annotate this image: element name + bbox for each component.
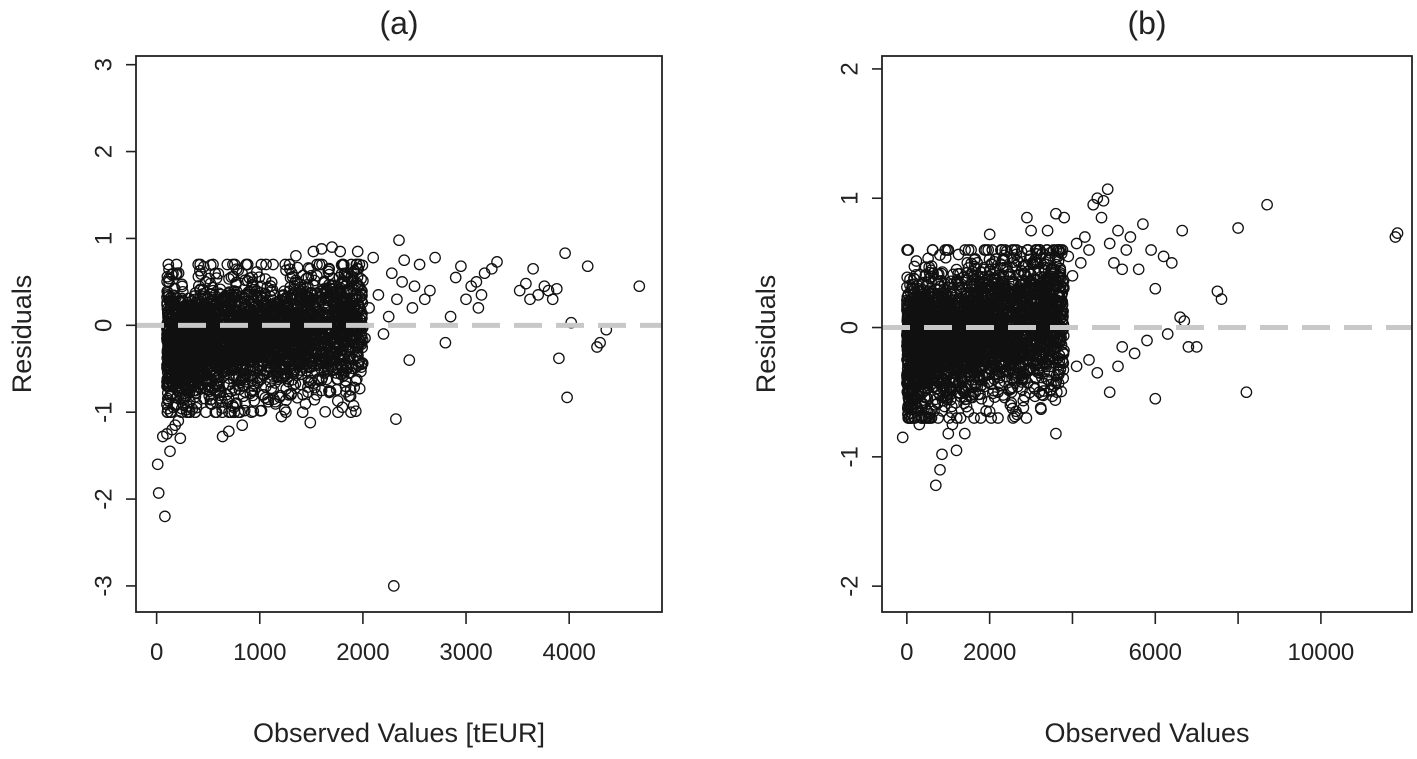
data-point — [154, 488, 164, 498]
y-tick-label: 2 — [91, 145, 118, 158]
data-point — [521, 278, 531, 288]
y-tick-label: 3 — [91, 58, 118, 71]
y-tick-label: 0 — [837, 321, 864, 334]
data-point — [515, 285, 525, 295]
data-point — [562, 392, 572, 402]
panel-a: (a) Residuals Observed Values [tEUR] -3 -2 -1… — [7, 5, 662, 748]
data-point — [1021, 413, 1031, 423]
points — [153, 235, 645, 591]
data-point — [407, 303, 417, 313]
data-point — [378, 329, 388, 339]
data-point — [160, 511, 170, 521]
data-point — [237, 420, 247, 430]
data-point — [456, 261, 466, 271]
data-point — [391, 414, 401, 424]
data-point — [394, 235, 404, 245]
x-tick-label: 4000 — [542, 639, 595, 666]
data-point — [175, 433, 185, 443]
y-tick-label: -3 — [91, 575, 118, 596]
data-point — [389, 581, 399, 591]
data-point — [291, 251, 301, 261]
data-point — [399, 255, 409, 265]
data-point — [430, 252, 440, 262]
x-tick-label: 6000 — [1129, 639, 1182, 666]
y-tick-label: -1 — [837, 446, 864, 467]
x-tick-label: 2000 — [963, 639, 1016, 666]
chart-title: (a) — [379, 5, 418, 41]
data-point — [305, 417, 315, 427]
data-point — [476, 290, 486, 300]
data-point — [353, 246, 363, 256]
y-tick-label: 0 — [91, 319, 118, 332]
data-point — [414, 259, 424, 269]
x-tick-label: 10000 — [1288, 639, 1355, 666]
y-tick-label: 1 — [91, 232, 118, 245]
x-tick-label: 0 — [900, 639, 913, 666]
data-point — [473, 303, 483, 313]
panel-b: (b) Residuals Observed Values -2 -1 0 1 2 0 2000 6… — [751, 5, 1412, 748]
x-tick-label: 0 — [150, 639, 163, 666]
data-point — [368, 252, 378, 262]
y-tick-label: -2 — [837, 575, 864, 596]
data-point — [927, 245, 937, 255]
data-point — [397, 277, 407, 287]
x-axis-label: Observed Values — [1044, 718, 1249, 748]
data-point — [560, 248, 570, 258]
data-point — [451, 272, 461, 282]
data-point — [492, 257, 502, 267]
data-point — [327, 242, 337, 252]
y-axis-label: Residuals — [751, 275, 781, 394]
data-point — [445, 311, 455, 321]
data-point — [554, 353, 564, 363]
data-point — [583, 261, 593, 271]
y-tick-label: 1 — [837, 192, 864, 205]
x-tick-label: 2000 — [336, 639, 389, 666]
data-point — [153, 459, 163, 469]
data-point — [373, 290, 383, 300]
x-tick-label: 1000 — [233, 639, 286, 666]
chart-title: (b) — [1127, 5, 1166, 41]
data-point — [404, 355, 414, 365]
data-point — [165, 446, 175, 456]
data-point — [528, 264, 538, 274]
points — [898, 184, 1403, 491]
y-axis-label: Residuals — [7, 275, 37, 394]
data-point — [332, 385, 342, 395]
y-tick-label: -1 — [91, 402, 118, 423]
data-point — [409, 281, 419, 291]
data-point — [548, 294, 558, 304]
data-point — [440, 338, 450, 348]
data-point — [314, 259, 324, 269]
data-point — [420, 294, 430, 304]
data-point — [634, 281, 644, 291]
data-point — [392, 294, 402, 304]
data-point — [461, 294, 471, 304]
y-tick-label: -2 — [91, 488, 118, 509]
data-point — [320, 407, 330, 417]
data-point — [384, 311, 394, 321]
x-axis-label: Observed Values [tEUR] — [253, 718, 545, 748]
data-point — [539, 281, 549, 291]
y-tick-label: 2 — [837, 62, 864, 75]
x-tick-label: 3000 — [439, 639, 492, 666]
data-point — [387, 268, 397, 278]
